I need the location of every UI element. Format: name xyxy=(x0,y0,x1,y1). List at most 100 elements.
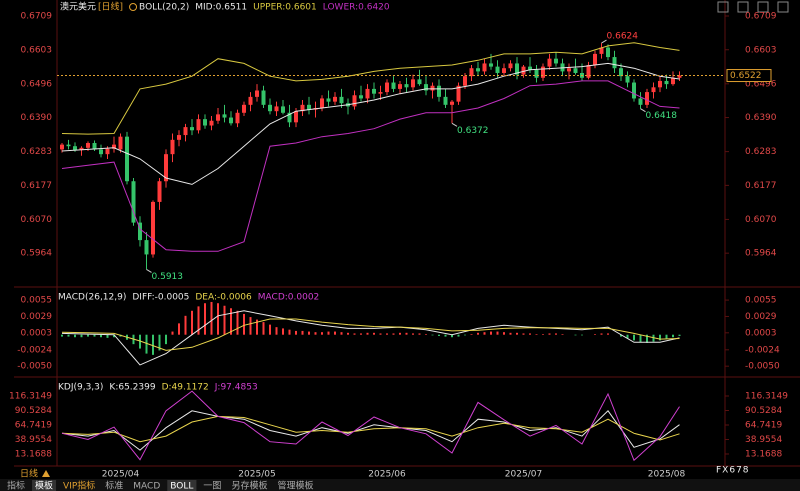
legend-label: BOLL(20,2) xyxy=(139,3,189,13)
y-tick-label: 13.1688 xyxy=(15,449,52,459)
tab[interactable]: BOLL xyxy=(170,482,193,491)
indicator-line xyxy=(61,62,680,185)
tab[interactable]: MACD xyxy=(133,482,160,491)
y-tick-label-right: 116.3149 xyxy=(745,392,788,402)
candle-body xyxy=(391,82,396,89)
y-tick-label-right: 0.6177 xyxy=(745,181,777,191)
tab[interactable]: 管理模板 xyxy=(277,480,313,491)
candle-body xyxy=(632,82,636,99)
tab[interactable]: VIP指标 xyxy=(63,480,95,491)
candle-body xyxy=(515,63,519,75)
candle-body xyxy=(476,68,480,72)
tab[interactable]: 模板 xyxy=(35,480,53,491)
candle-body xyxy=(125,136,129,182)
tab[interactable]: 另存模板 xyxy=(231,480,267,491)
candle-body xyxy=(183,127,188,136)
legend-label: D:49.1172 xyxy=(162,383,209,393)
y-tick-label: 0.0003 xyxy=(21,328,53,338)
x-tick-label: 2025/05 xyxy=(238,470,275,480)
candle-body xyxy=(606,47,610,58)
period-label[interactable]: 日线 xyxy=(20,468,38,480)
candle-body xyxy=(326,98,331,102)
candle-body xyxy=(66,144,71,147)
annotation-label: 0.6624 xyxy=(607,32,639,42)
indicator-line xyxy=(61,410,680,451)
legend-label: J:97.4853 xyxy=(214,383,258,393)
candle-body xyxy=(489,63,493,67)
y-tick-label: 0.6390 xyxy=(21,113,53,123)
candle-body xyxy=(359,95,363,99)
candle-body xyxy=(424,84,428,91)
candle-body xyxy=(482,63,487,72)
y-tick-label-right: 0.6070 xyxy=(745,215,777,225)
annotation-label: 0.6418 xyxy=(646,111,678,121)
candle-body xyxy=(495,66,500,73)
candle-body xyxy=(450,101,454,105)
indicator-line xyxy=(61,310,680,366)
y-tick-label-right: 0.6390 xyxy=(745,113,777,123)
y-tick-label: 0.0055 xyxy=(21,296,53,306)
y-tick-label-right: 0.6496 xyxy=(745,79,777,89)
candle-body xyxy=(255,90,259,97)
candle-body xyxy=(593,53,597,66)
candle-body xyxy=(664,80,669,85)
candle-body xyxy=(573,68,578,73)
candle-body xyxy=(333,96,337,102)
candle-body xyxy=(92,143,97,150)
candle-body xyxy=(307,104,311,110)
candle-body xyxy=(164,154,168,182)
candle-body xyxy=(625,76,630,83)
tab[interactable]: 标准 xyxy=(105,480,123,491)
legend-label: UPPER:0.6601 xyxy=(253,3,317,13)
indicator-line xyxy=(61,390,680,462)
toolbar-icon[interactable] xyxy=(737,1,749,13)
candle-body xyxy=(417,79,422,85)
candle-body xyxy=(378,92,383,94)
last-price-box xyxy=(726,69,772,83)
period-arrow[interactable] xyxy=(42,470,50,477)
candle-body xyxy=(534,69,539,78)
candle-body xyxy=(144,240,149,255)
tab[interactable]: 指标 xyxy=(7,480,25,491)
x-tick-label: 2025/08 xyxy=(648,470,686,480)
candle-body xyxy=(229,117,233,124)
y-tick-label: 0.6070 xyxy=(21,215,53,225)
watermark: FX678 xyxy=(716,466,750,476)
y-tick-label: -0.0024 xyxy=(17,345,52,355)
toolbar-icon[interactable] xyxy=(777,1,789,13)
y-tick-label: 38.9554 xyxy=(15,435,52,445)
toolbar-icon[interactable] xyxy=(757,1,769,13)
candle-body xyxy=(658,80,662,88)
candle-body xyxy=(112,144,116,149)
annotation-label: 0.6372 xyxy=(457,126,489,136)
candle-body xyxy=(60,144,64,150)
candle-body xyxy=(222,114,227,118)
candle-body xyxy=(118,136,123,150)
candle-body xyxy=(599,47,604,54)
annotation-leader xyxy=(451,122,458,127)
tab[interactable]: 一图 xyxy=(203,481,221,491)
candle-body xyxy=(541,66,545,78)
x-tick-label: 2025/07 xyxy=(505,470,542,480)
candle-body xyxy=(508,63,513,69)
candle-body xyxy=(157,181,162,202)
candle-body xyxy=(151,201,155,255)
x-tick-label: 2025/04 xyxy=(102,470,140,480)
candle-body xyxy=(469,68,474,77)
toolbar-icon[interactable] xyxy=(717,1,729,13)
y-tick-label-right: 0.6709 xyxy=(745,12,777,22)
annotation-leader xyxy=(146,268,152,273)
annotation-label: 0.5913 xyxy=(152,272,184,282)
candle-body xyxy=(281,106,285,113)
legend-label: DEA:-0.0006 xyxy=(195,293,252,303)
y-tick-label-right: 0.0029 xyxy=(745,312,777,322)
y-tick-label: 0.6496 xyxy=(21,79,53,89)
y-tick-label-right: 0.0055 xyxy=(745,296,777,306)
candle-body xyxy=(235,112,240,124)
candle-body xyxy=(619,68,623,77)
candle-body xyxy=(437,85,441,97)
settings-icon[interactable] xyxy=(129,3,138,11)
legend-label: MACD:0.0002 xyxy=(258,293,320,303)
legend-label: LOWER:0.6420 xyxy=(323,3,390,13)
y-tick-label-right: -0.0024 xyxy=(745,345,780,355)
